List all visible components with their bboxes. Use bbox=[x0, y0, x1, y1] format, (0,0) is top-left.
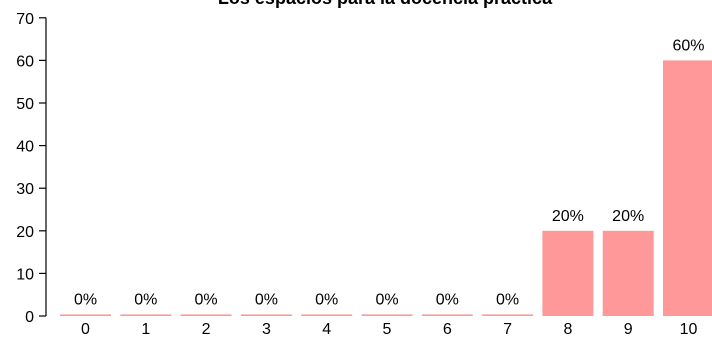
x-tick-label: 6 bbox=[443, 321, 452, 337]
bar bbox=[482, 314, 534, 316]
y-tick-label: 20 bbox=[16, 224, 34, 241]
data-label: 0% bbox=[255, 291, 278, 308]
x-tick-label: 8 bbox=[563, 321, 572, 337]
data-label: 0% bbox=[74, 291, 97, 308]
data-label: 0% bbox=[375, 291, 398, 308]
y-tick-label: 0 bbox=[25, 309, 34, 326]
x-tick-label: 1 bbox=[141, 321, 150, 337]
data-label: 0% bbox=[436, 291, 459, 308]
y-tick-label: 70 bbox=[16, 11, 34, 28]
x-tick-label: 4 bbox=[322, 321, 331, 337]
bar bbox=[421, 314, 473, 316]
x-tick-label: 7 bbox=[503, 321, 512, 337]
bar bbox=[361, 314, 413, 316]
data-label: 0% bbox=[496, 291, 519, 308]
bar bbox=[301, 314, 353, 316]
x-tick-label: 5 bbox=[383, 321, 392, 337]
x-axis-labels: 0 1 2 3 4 5 6 7 8 9 10 bbox=[81, 321, 698, 338]
x-tick-label: 9 bbox=[624, 321, 633, 337]
y-tick-label: 60 bbox=[16, 53, 34, 70]
bars-group bbox=[60, 60, 712, 317]
data-labels-group: 0% 0% 0% 0% 0% 0% 0% 0% 20% 20% 60% bbox=[74, 37, 705, 308]
data-label: 0% bbox=[315, 291, 338, 308]
y-tick-label: 10 bbox=[16, 266, 34, 283]
data-label: 20% bbox=[612, 208, 644, 225]
y-tick-label: 40 bbox=[16, 139, 34, 156]
x-tick-label: 0 bbox=[81, 321, 90, 337]
bar bbox=[180, 314, 232, 316]
data-label: 0% bbox=[134, 291, 157, 308]
x-tick-label: 10 bbox=[680, 321, 698, 337]
bar bbox=[120, 314, 172, 316]
chart-title: Los espacios para la docencia práctica bbox=[218, 0, 553, 8]
y-axis: 0 10 20 30 40 50 60 70 bbox=[16, 11, 47, 326]
data-label: 0% bbox=[195, 291, 218, 308]
data-label: 60% bbox=[672, 37, 704, 54]
y-tick-label: 30 bbox=[16, 181, 34, 198]
bar bbox=[240, 314, 292, 316]
data-label: 20% bbox=[552, 208, 584, 225]
bar bbox=[542, 230, 594, 316]
bar bbox=[663, 60, 712, 317]
x-tick-label: 3 bbox=[262, 321, 271, 337]
bar bbox=[602, 230, 654, 316]
x-tick-label: 2 bbox=[202, 321, 211, 337]
bar bbox=[60, 314, 111, 316]
y-tick-label: 50 bbox=[16, 96, 34, 113]
